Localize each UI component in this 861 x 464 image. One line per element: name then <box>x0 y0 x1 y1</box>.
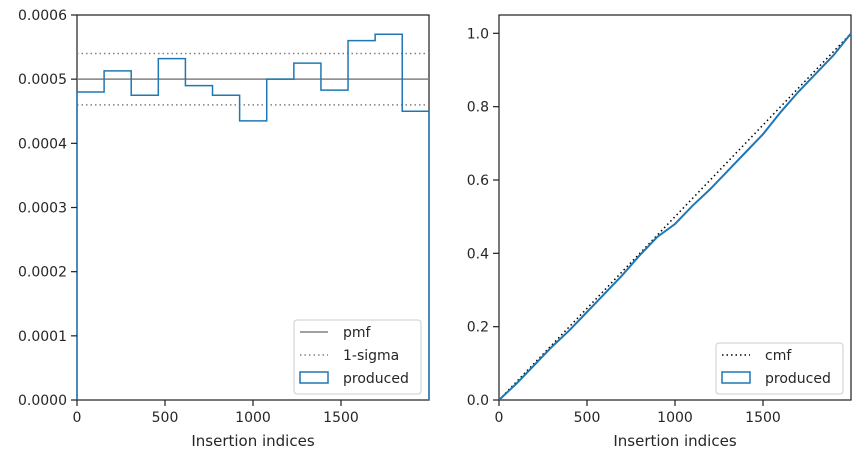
produced-histogram <box>76 33 430 400</box>
legend-produced-swatch <box>721 371 751 384</box>
y-tick-label: 0.0003 <box>18 201 67 217</box>
legend-pmf-label: pmf <box>343 325 372 341</box>
y-tick-label: 0.8 <box>467 100 489 116</box>
y-tick-label: 0.0 <box>467 393 489 409</box>
produced-line <box>498 32 852 401</box>
x-axis-ticks: 0 500 1000 1500 <box>495 400 781 426</box>
reference-lines <box>77 52 429 106</box>
cmf-line <box>498 32 852 401</box>
x-tick-label: 0 <box>495 410 504 426</box>
x-tick-label: 0 <box>73 410 82 426</box>
legend-box <box>293 319 422 395</box>
produced-step-line <box>76 33 430 400</box>
legend-produced-swatch <box>299 371 329 384</box>
y-tick-label: 0.2 <box>467 320 489 336</box>
y-tick-label: 0.6 <box>467 173 489 189</box>
cmf-lines <box>498 32 852 401</box>
y-tick-label: 1.0 <box>467 26 489 42</box>
x-tick-label: 1500 <box>323 410 359 426</box>
x-axis-ticks: 0 500 1000 1500 <box>73 400 359 426</box>
x-axis-label: Insertion indices <box>613 432 736 450</box>
legend-sigma-label: 1-sigma <box>343 348 399 364</box>
legend-produced-label: produced <box>765 371 831 387</box>
legend-box <box>715 342 844 395</box>
legend: cmf produced <box>715 342 844 395</box>
legend-produced-label: produced <box>343 371 409 387</box>
y-tick-label: 0.0006 <box>18 8 67 24</box>
y-tick-label: 0.0002 <box>18 265 67 281</box>
y-tick-label: 0.0001 <box>18 329 67 345</box>
y-tick-label: 0.0005 <box>18 72 67 88</box>
x-tick-label: 500 <box>574 410 601 426</box>
y-axis-ticks: 0.0 0.2 0.4 0.6 0.8 1.0 <box>467 26 499 409</box>
legend-cmf-label: cmf <box>765 348 792 364</box>
x-tick-label: 1000 <box>657 410 693 426</box>
x-axis-label: Insertion indices <box>191 432 314 450</box>
y-tick-label: 0.0000 <box>18 393 67 409</box>
y-tick-label: 0.4 <box>467 246 489 262</box>
legend: pmf 1-sigma produced <box>293 319 422 395</box>
x-tick-label: 500 <box>152 410 179 426</box>
cmf-chart: 0 500 1000 1500 0.0 0.2 0.4 0.6 0.8 1.0 Insertio… <box>467 14 852 450</box>
y-tick-label: 0.0004 <box>18 136 67 152</box>
x-tick-label: 1000 <box>235 410 271 426</box>
y-axis-ticks: 0.0000 0.0001 0.0002 0.0003 0.0004 0.0005 0.00… <box>18 8 77 409</box>
x-tick-label: 1500 <box>745 410 781 426</box>
pmf-chart: 0 500 1000 1500 0.00000.00010.00020.00030.0… <box>18 8 430 450</box>
